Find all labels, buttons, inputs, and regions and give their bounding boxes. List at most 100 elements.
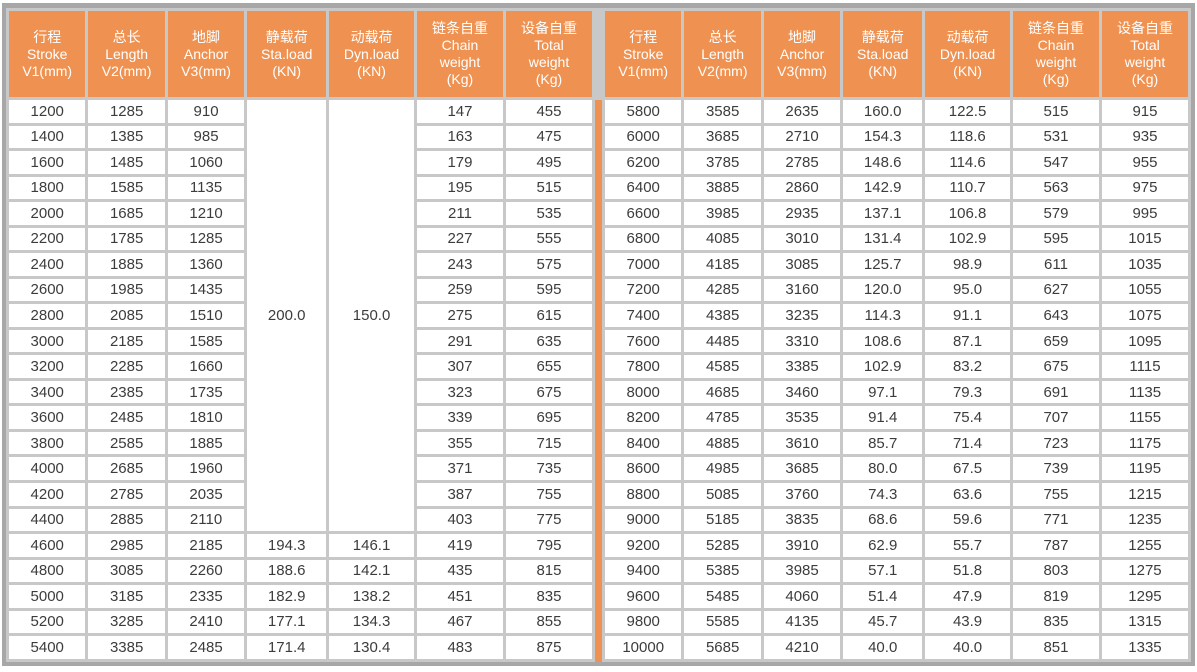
table-row: 4600 2985 2185 194.3 146.1 419 795 [9, 534, 592, 557]
cell-total-weight: 815 [505, 559, 592, 583]
cell-stroke: 2400 [9, 253, 86, 276]
cell-total-weight: 735 [505, 457, 592, 480]
cell-length: 1585 [88, 176, 165, 200]
cell-chain-weight: 259 [416, 278, 503, 302]
column-header-line: V1(mm) [22, 62, 73, 79]
cell-length: 1485 [88, 151, 165, 174]
cell-chain-weight: 803 [1012, 559, 1099, 583]
column-header-line: V3(mm) [181, 62, 231, 79]
cell-stroke: 9800 [605, 610, 682, 634]
cell-chain-weight: 627 [1012, 278, 1099, 302]
cell-length: 4785 [684, 406, 761, 429]
cell-chain-weight: 403 [416, 508, 503, 532]
cell-total-weight: 495 [505, 151, 592, 174]
column-header-line: V1(mm) [618, 62, 669, 79]
cell-total-weight: 855 [505, 610, 592, 634]
table-row: 8400 4885 3610 85.7 71.4 723 1175 [605, 431, 1188, 455]
cell-sta-load: 182.9 [247, 585, 327, 608]
cell-total-weight: 1055 [1101, 278, 1188, 302]
cell-stroke: 2200 [9, 227, 86, 251]
cell-anchor: 4060 [763, 585, 841, 608]
table-row: 8200 4785 3535 91.4 75.4 707 1155 [605, 406, 1188, 429]
cell-dyn-load: 146.1 [329, 534, 414, 557]
cell-stroke: 2600 [9, 278, 86, 302]
column-header-line: (KN) [953, 62, 982, 79]
cell-stroke: 3800 [9, 431, 86, 455]
table-row: 6000 3685 2710 154.3 118.6 531 935 [605, 125, 1188, 149]
table-row: 9400 5385 3985 57.1 51.8 803 1275 [605, 559, 1188, 583]
cell-anchor: 2185 [167, 534, 245, 557]
cell-stroke: 4800 [9, 559, 86, 583]
cell-stroke: 4000 [9, 457, 86, 480]
cell-length: 3885 [684, 176, 761, 200]
cell-stroke: 7600 [605, 329, 682, 353]
column-header-line: (Kg) [1042, 71, 1070, 87]
cell-total-weight: 1155 [1101, 406, 1188, 429]
table-row: 2600 1985 1435 259 595 [9, 278, 592, 302]
cell-stroke: 6800 [605, 227, 682, 251]
cell-stroke: 6400 [605, 176, 682, 200]
column-header-line: 总长 [112, 28, 141, 45]
cell-anchor: 2485 [167, 636, 245, 659]
cell-anchor: 4135 [763, 610, 841, 634]
table-row: 2400 1885 1360 243 575 [9, 253, 592, 276]
cell-chain-weight: 467 [416, 610, 503, 634]
cell-length: 5285 [684, 534, 761, 557]
cell-length: 5585 [684, 610, 761, 634]
column-header-line: Dyn.load [939, 45, 996, 62]
cell-length: 5485 [684, 585, 761, 608]
cell-chain-weight: 419 [416, 534, 503, 557]
cell-chain-weight: 451 [416, 585, 503, 608]
cell-anchor: 1060 [167, 151, 245, 174]
cell-sta-load: 74.3 [843, 482, 923, 506]
column-header-line: (Kg) [535, 71, 563, 87]
cell-sta-load: 171.4 [247, 636, 327, 659]
cell-anchor: 2035 [167, 482, 245, 506]
column-header-line: 地脚 [788, 28, 817, 45]
column-header-sta-load: 静载荷 Sta.load (KN) [843, 11, 923, 97]
cell-total-weight: 535 [505, 202, 592, 225]
cell-total-weight: 935 [1101, 125, 1188, 149]
cell-dyn-load: 55.7 [925, 534, 1010, 557]
cell-total-weight: 875 [505, 636, 592, 659]
cell-length: 3385 [88, 636, 165, 659]
table-row: 9000 5185 3835 68.6 59.6 771 1235 [605, 508, 1188, 532]
cell-dyn-load: 134.3 [329, 610, 414, 634]
column-header-line: (Kg) [446, 71, 474, 87]
cell-chain-weight: 579 [1012, 202, 1099, 225]
cell-sta-load: 97.1 [843, 380, 923, 404]
column-header-chain-weight: 链条自重 Chain weight (Kg) [1012, 11, 1099, 97]
cell-stroke: 4400 [9, 508, 86, 532]
column-header-line: 行程 [629, 28, 658, 45]
cell-dyn-load: 71.4 [925, 431, 1010, 455]
cell-chain-weight: 195 [416, 176, 503, 200]
cell-length: 3585 [684, 100, 761, 123]
column-header-line: 动载荷 [350, 28, 393, 45]
cell-chain-weight: 771 [1012, 508, 1099, 532]
cell-chain-weight: 675 [1012, 355, 1099, 378]
column-header-stroke: 行程 Stroke V1(mm) [605, 11, 682, 97]
column-header-line: 设备自重 [520, 20, 577, 36]
column-header-line: V2(mm) [101, 62, 152, 79]
cell-length: 1785 [88, 227, 165, 251]
cell-total-weight: 955 [1101, 151, 1188, 174]
cell-stroke: 7200 [605, 278, 682, 302]
column-header-line: Chain [1037, 37, 1075, 53]
cell-chain-weight: 707 [1012, 406, 1099, 429]
column-header-line: Sta.load [857, 45, 909, 62]
table-row: 3400 2385 1735 323 675 [9, 380, 592, 404]
cell-sta-load: 85.7 [843, 431, 923, 455]
cell-chain-weight: 515 [1012, 100, 1099, 123]
cell-chain-weight: 851 [1012, 636, 1099, 659]
cell-total-weight: 455 [505, 100, 592, 123]
column-header-line: 行程 [33, 28, 62, 45]
cell-chain-weight: 723 [1012, 431, 1099, 455]
cell-chain-weight: 835 [1012, 610, 1099, 634]
cell-dyn-load: 130.4 [329, 636, 414, 659]
cell-sta-load: 68.6 [843, 508, 923, 532]
cell-chain-weight: 163 [416, 125, 503, 149]
cell-anchor: 3610 [763, 431, 841, 455]
cell-length: 2685 [88, 457, 165, 480]
cell-chain-weight: 595 [1012, 227, 1099, 251]
cell-anchor: 1435 [167, 278, 245, 302]
